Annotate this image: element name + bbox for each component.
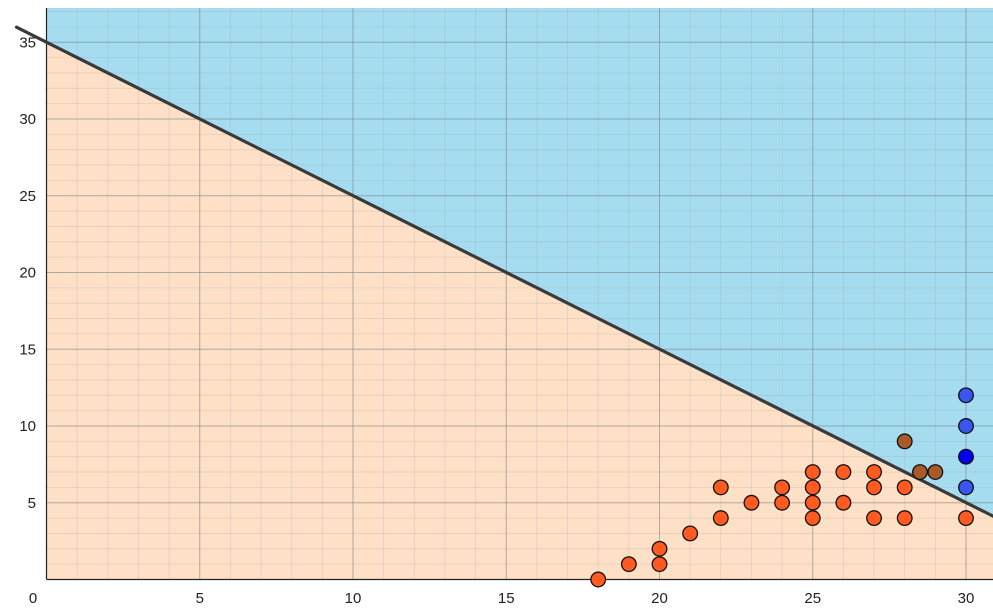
data-point bbox=[712, 479, 729, 496]
x-tick-label: 10 bbox=[345, 590, 362, 607]
region-below bbox=[46, 42, 993, 580]
data-point bbox=[804, 510, 821, 527]
data-point bbox=[866, 464, 883, 481]
below-axis-blank bbox=[0, 579, 993, 610]
y-tick-label: 15 bbox=[19, 341, 36, 358]
axis-layer bbox=[45, 8, 993, 581]
boundary-layer bbox=[14, 25, 993, 518]
data-point bbox=[682, 525, 699, 542]
data-point bbox=[896, 510, 913, 527]
data-point bbox=[912, 464, 928, 481]
y-tick-label: 30 bbox=[19, 111, 36, 128]
data-point bbox=[958, 510, 974, 527]
points-layer bbox=[590, 387, 974, 588]
data-point bbox=[712, 510, 729, 527]
data-point bbox=[651, 540, 668, 557]
data-point bbox=[866, 510, 883, 527]
data-point bbox=[774, 479, 791, 496]
data-point bbox=[896, 433, 913, 450]
data-point bbox=[958, 479, 974, 496]
x-tick-label: 30 bbox=[958, 590, 975, 607]
data-point bbox=[804, 479, 821, 496]
x-tick-label: 15 bbox=[498, 590, 515, 607]
data-point bbox=[774, 494, 791, 511]
y-tick-label: 25 bbox=[19, 188, 36, 205]
data-point bbox=[958, 418, 974, 434]
y-tick-label: 5 bbox=[28, 495, 36, 512]
feasible-region-above bbox=[46, 8, 993, 610]
data-point bbox=[958, 448, 974, 465]
data-point bbox=[590, 571, 607, 588]
data-point bbox=[835, 494, 852, 511]
data-point bbox=[866, 479, 883, 496]
x-tick-label: 25 bbox=[804, 590, 821, 607]
data-point bbox=[804, 464, 821, 481]
data-point bbox=[620, 556, 637, 573]
y-tick-label: 10 bbox=[19, 418, 36, 435]
y-tick-label: 35 bbox=[19, 34, 36, 51]
data-point bbox=[804, 494, 821, 511]
data-point bbox=[743, 494, 760, 511]
data-point bbox=[835, 464, 852, 481]
data-point bbox=[927, 464, 944, 481]
x-tick-label: 5 bbox=[196, 590, 204, 607]
data-point bbox=[958, 387, 974, 404]
data-point bbox=[896, 479, 913, 496]
x-tick-label: 0 bbox=[29, 590, 37, 607]
tick-label-layer: 0510152025303540455055605101520253035 bbox=[19, 34, 975, 607]
x-tick-label: 20 bbox=[651, 590, 668, 607]
data-point bbox=[651, 556, 668, 573]
y-tick-label: 20 bbox=[19, 265, 36, 282]
boundary-line bbox=[14, 25, 993, 518]
